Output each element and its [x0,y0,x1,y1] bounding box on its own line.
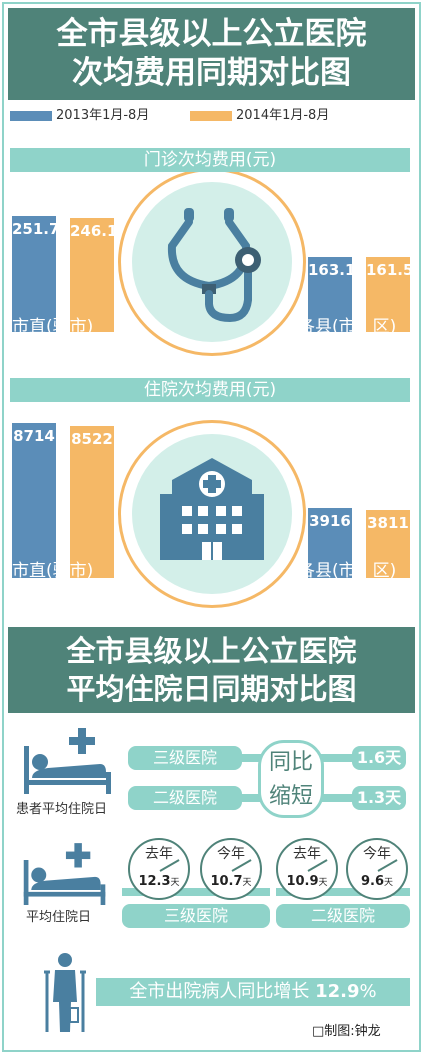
credit-line: □制图:钟龙 [312,1024,381,1039]
clock-value: 10.7天 [210,874,252,889]
bar-outpatient-0-1 [70,218,114,332]
reduction-line1: 同比 [268,750,313,775]
bar-inpatient-0-1 [70,426,114,578]
group-label: 各县(市、区) [298,561,397,581]
legend-label-2013: 2013年1月-8月 [56,108,150,123]
clock-secondary-last-year: 去年 10.9天 [276,838,338,900]
discharge-growth-value: 12.9 [315,981,360,1002]
bar-value-label: 3811 [367,514,409,533]
row-label-tertiary: 三级医院 [128,746,242,770]
row-value-tertiary: 1.6天 [352,746,406,770]
section-title-outpatient: 门诊次均费用(元) [10,148,410,172]
clock-value: 12.3天 [138,874,180,889]
title-banner-stay: 全市县级以上公立医院 平均住院日同期对比图 [8,627,415,713]
bar-outpatient-1-1 [366,257,410,332]
legend: 2013年1月-8月 2014年1月-8月 [10,108,414,124]
clock-title: 今年 [217,846,245,862]
legend-swatch-2013 [10,111,52,121]
hospital-icon [160,458,264,560]
clock-group-label-secondary: 二级医院 [276,904,410,928]
legend-swatch-2014 [190,111,232,121]
bar-outpatient-1-0 [308,256,352,332]
clock-tertiary-last-year: 去年 12.3天 [128,838,190,900]
row-label-secondary: 二级医院 [128,786,242,810]
group-label: 市直(驻市) [12,561,94,581]
reduction-line2: 缩短 [268,784,313,809]
bar-inpatient-1-0 [308,508,352,578]
bar-value-label: 8522 [71,430,113,449]
row-value-secondary: 1.3天 [352,786,406,810]
avg-stay-label: 平均住院日 [26,910,92,925]
clock-title: 去年 [293,846,321,862]
stethoscope-icon [167,208,261,323]
patient-bed-icon-2 [23,843,106,905]
title-stay-line1: 全市县级以上公立医院 [66,634,357,668]
discharge-growth-text: 全市出院病人同比增长 [129,981,310,1002]
clock-group-label-tertiary: 三级医院 [122,904,270,928]
bar-value-label: 251.7 [12,219,60,238]
person-crutches-icon [44,953,86,1032]
group-label: 市直(驻市) [12,317,94,337]
clock-value: 9.6天 [360,874,394,889]
bar-value-label: 8714 [13,427,55,446]
reduction-badge: 同比 缩短 [258,740,324,818]
legend-label-2014: 2014年1月-8月 [236,108,330,123]
clock-title: 今年 [363,846,391,862]
patient-bed-icon [24,728,111,794]
patient-stay-label: 患者平均住院日 [16,802,108,817]
title-stay-line2: 平均住院日同期对比图 [66,672,357,706]
ring-inpatient [118,420,306,608]
title-costs-line1: 全市县级以上公立医院 [56,16,367,52]
clock-group-bar-tertiary [122,888,270,896]
clock-title: 去年 [145,846,173,862]
bar-value-label: 3916 [309,512,351,531]
discharge-growth-strip: 全市出院病人同比增长 12.9% [96,978,410,1006]
clock-value: 10.9天 [286,874,328,889]
clock-group-bar-secondary [276,888,410,896]
title-banner-costs: 全市县级以上公立医院 次均费用同期对比图 [8,8,415,100]
clock-secondary-this-year: 今年 9.6天 [346,838,408,900]
discharge-growth-unit: % [359,981,377,1002]
group-label: 各县(市、区) [298,317,397,337]
bar-inpatient-0-0 [12,423,56,578]
bar-value-label: 246.1 [70,222,118,241]
section-title-inpatient: 住院次均费用(元) [10,378,410,402]
bar-outpatient-0-0 [12,215,56,332]
bar-value-label: 163.1 [308,260,356,279]
bar-value-label: 161.5 [366,261,414,280]
clock-tertiary-this-year: 今年 10.7天 [200,838,262,900]
bar-chart-area: 251.7 246.1 市直(驻市) 163.1 161.5 各县(市、区) 8714 852… [12,215,414,581]
title-costs-line2: 次均费用同期对比图 [72,55,351,91]
bar-inpatient-1-1 [366,510,410,578]
